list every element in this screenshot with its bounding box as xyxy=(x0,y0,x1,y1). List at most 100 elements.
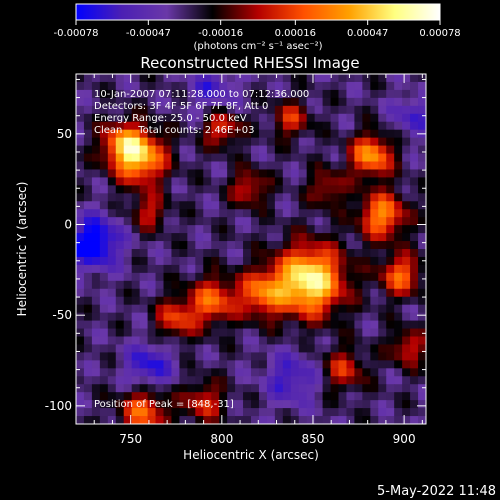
heatmap-cell xyxy=(258,161,268,170)
heatmap-cell xyxy=(378,272,387,282)
heatmap-cell xyxy=(258,368,268,377)
heatmap-cell xyxy=(290,241,300,250)
heatmap-cell xyxy=(147,209,156,218)
heatmap-cell xyxy=(370,201,379,210)
heatmap-cell xyxy=(83,233,93,242)
heatmap-cell xyxy=(266,121,276,131)
heatmap-cell xyxy=(123,280,133,290)
y-tick-label: -50 xyxy=(52,308,72,322)
heatmap-cell xyxy=(370,304,379,314)
heatmap-cell xyxy=(99,376,109,385)
heatmap-cell xyxy=(195,264,204,274)
heatmap-cell xyxy=(386,137,395,146)
heatmap-cell xyxy=(227,288,236,298)
heatmap-cell xyxy=(290,360,300,369)
heatmap-cell xyxy=(115,217,125,226)
heatmap-cell xyxy=(251,201,260,210)
heatmap-cell xyxy=(322,89,331,99)
heatmap-cell xyxy=(76,97,85,107)
heatmap-cell xyxy=(386,225,395,234)
heatmap-cell xyxy=(306,121,316,131)
heatmap-cell xyxy=(298,209,308,218)
heatmap-cell xyxy=(330,256,339,266)
heatmap-cell xyxy=(123,312,133,321)
heatmap-cell xyxy=(362,344,371,353)
heatmap-cell xyxy=(282,384,292,393)
heatmap-cell xyxy=(195,201,204,210)
heatmap-cell xyxy=(219,97,228,107)
heatmap-cell xyxy=(211,249,220,258)
heatmap-cell xyxy=(306,161,316,170)
heatmap-cell xyxy=(219,352,228,361)
colorbar-tick-label: 0.00016 xyxy=(275,28,316,39)
heatmap-cell xyxy=(282,137,292,146)
heatmap-cell xyxy=(76,105,85,115)
heatmap-cell xyxy=(362,288,371,298)
heatmap-cell xyxy=(203,296,212,306)
heatmap-cell xyxy=(346,352,355,361)
heatmap-cell xyxy=(258,105,268,115)
heatmap-cell xyxy=(227,392,236,401)
heatmap-cell xyxy=(99,74,109,83)
heatmap-cell xyxy=(298,225,308,234)
heatmap-cell xyxy=(330,201,339,210)
heatmap-cell xyxy=(338,272,347,282)
heatmap-cell xyxy=(290,81,300,91)
heatmap-cell xyxy=(354,264,363,274)
heatmap-cell xyxy=(115,185,125,194)
heatmap-cell xyxy=(163,296,172,306)
heatmap-cell xyxy=(258,233,268,242)
heatmap-cell xyxy=(227,201,236,210)
heatmap-cell xyxy=(99,145,109,154)
heatmap-cell xyxy=(386,280,395,290)
heatmap-cell xyxy=(235,400,244,409)
heatmap-cell xyxy=(346,368,355,377)
heatmap-cell xyxy=(330,416,339,425)
heatmap-cell xyxy=(386,320,395,329)
heatmap-cell xyxy=(195,74,204,83)
heatmap-cell xyxy=(394,352,403,361)
heatmap-cell xyxy=(370,272,379,282)
heatmap-cell xyxy=(155,97,164,107)
heatmap-cell xyxy=(346,280,355,290)
heatmap-cell xyxy=(258,400,268,409)
heatmap-cell xyxy=(290,137,300,146)
heatmap-cell xyxy=(123,193,133,202)
heatmap-cell xyxy=(91,344,101,353)
heatmap-cell xyxy=(76,328,85,337)
heatmap-cell xyxy=(163,272,172,282)
heatmap-cell xyxy=(139,352,148,361)
heatmap-cell xyxy=(402,408,411,417)
heatmap-cell xyxy=(378,344,387,353)
heatmap-cell xyxy=(314,400,323,409)
heatmap-cell xyxy=(227,225,236,234)
heatmap-cell xyxy=(338,344,347,353)
heatmap-cell xyxy=(147,280,156,290)
heatmap-cell xyxy=(274,416,284,425)
heatmap-cell xyxy=(386,81,395,91)
heatmap-cell xyxy=(155,169,164,178)
heatmap-cell xyxy=(187,129,196,139)
heatmap-cell xyxy=(386,360,395,369)
heatmap-cell xyxy=(243,97,252,107)
heatmap-cell xyxy=(298,145,308,154)
heatmap-cell xyxy=(203,81,212,91)
heatmap-cell xyxy=(195,225,204,234)
heatmap-cell xyxy=(386,145,395,154)
heatmap-cell xyxy=(115,137,125,146)
heatmap-cell xyxy=(418,272,427,282)
heatmap-cell xyxy=(251,304,260,314)
heatmap-cell xyxy=(370,312,379,321)
heatmap-cell xyxy=(251,392,260,401)
heatmap-cell xyxy=(171,129,180,139)
heatmap-cell xyxy=(322,416,331,425)
heatmap-cell xyxy=(338,352,347,361)
heatmap-cell xyxy=(394,193,403,202)
heatmap-cell xyxy=(330,328,339,337)
heatmap-cell xyxy=(251,256,260,266)
heatmap-cell xyxy=(338,193,347,202)
annotation-total-counts: Clean Total counts: 2.46E+03 xyxy=(94,125,254,136)
heatmap-cell xyxy=(322,400,331,409)
heatmap-cell xyxy=(123,177,133,186)
heatmap-cell xyxy=(282,296,292,306)
